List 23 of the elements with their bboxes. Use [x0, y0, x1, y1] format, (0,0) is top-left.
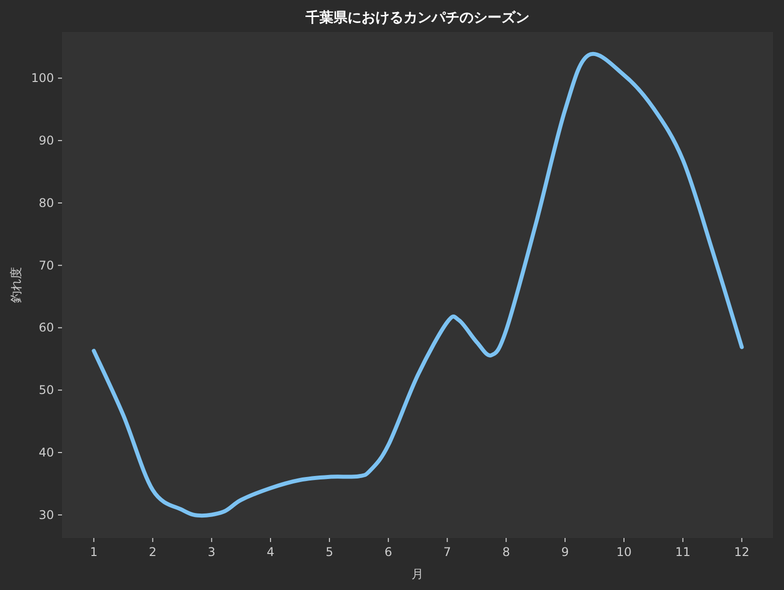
x-tick-label: 5 [326, 545, 334, 559]
x-tick-label: 2 [148, 545, 157, 559]
x-tick-label: 12 [734, 545, 750, 559]
y-tick-label: 100 [31, 71, 54, 86]
y-tick-label: 80 [38, 196, 54, 210]
y-tick-label: 30 [38, 508, 54, 522]
x-tick-label: 4 [266, 545, 274, 559]
x-tick-label: 10 [616, 545, 632, 559]
x-tick-label: 8 [502, 545, 510, 559]
y-tick-label: 70 [38, 258, 54, 272]
x-tick-label: 3 [208, 545, 216, 559]
x-tick-label: 9 [561, 545, 569, 559]
y-tick-label: 60 [38, 320, 54, 335]
y-tick-label: 50 [38, 383, 54, 398]
y-tick-label: 40 [38, 446, 54, 460]
chart-title: 千葉県におけるカンパチのシーズン [304, 9, 530, 26]
y-axis-title: 釣れ度 [9, 267, 23, 303]
x-axis-title: 月 [412, 567, 424, 581]
y-tick-label: 90 [38, 134, 54, 148]
x-tick-label: 11 [675, 545, 691, 559]
x-tick-label: 6 [384, 545, 392, 559]
x-tick-label: 7 [443, 545, 452, 559]
x-tick-label: 1 [90, 545, 98, 559]
